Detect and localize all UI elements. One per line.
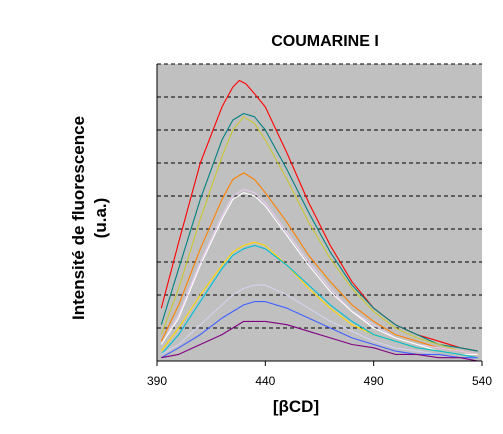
y-axis-label-line1: Intensité de fluorescence xyxy=(69,116,88,320)
chart-title: COUMARINE I xyxy=(271,33,379,50)
x-tick-label: 440 xyxy=(255,374,275,388)
x-tick-label: 490 xyxy=(364,374,384,388)
series-line-11 xyxy=(161,320,478,362)
x-tick-label: 390 xyxy=(147,374,167,388)
series-line-2 xyxy=(160,112,478,352)
x-axis-label: [βCD] xyxy=(273,397,319,416)
series-line-6 xyxy=(160,192,478,355)
series-lines xyxy=(160,79,478,362)
series-line-9 xyxy=(161,284,478,359)
series-line-8 xyxy=(160,244,478,359)
y-axis-label-line2: (u.a.) xyxy=(91,198,110,239)
x-ticks: 390 440 490 540 xyxy=(147,361,492,388)
series-line-3 xyxy=(160,116,478,355)
x-tick-label: 540 xyxy=(472,374,492,388)
series-line-4 xyxy=(160,172,478,355)
plot-area xyxy=(157,64,482,361)
